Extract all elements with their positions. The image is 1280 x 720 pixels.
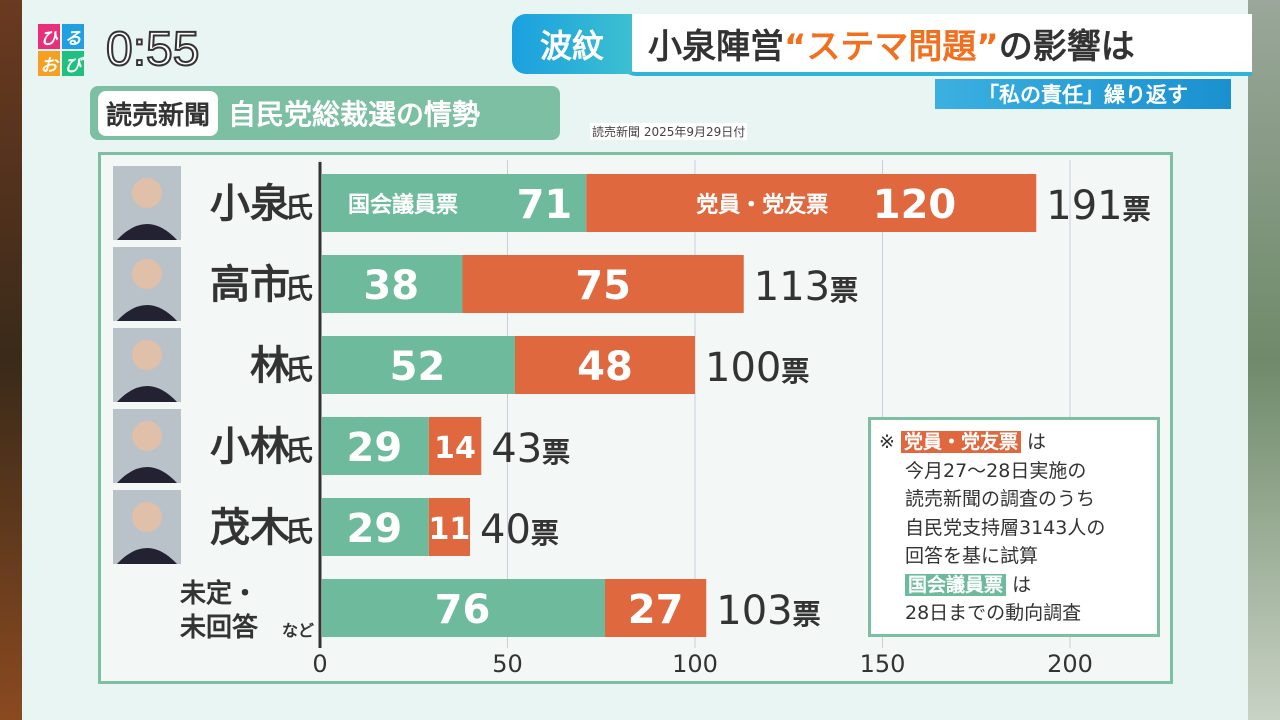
category-name: 未定・ xyxy=(180,578,258,609)
x-tick-label: 50 xyxy=(492,650,523,678)
x-tick-label: 100 xyxy=(672,650,718,678)
diet-value-label: 76 xyxy=(435,587,491,633)
diet-vote-bar xyxy=(322,417,429,475)
headline-post: の影響は xyxy=(998,26,1135,67)
source-date: 読売新聞 2025年9月29日付 xyxy=(590,123,748,140)
total-value-label: 43票 xyxy=(491,426,570,472)
candidate-name: 高市 xyxy=(210,262,290,308)
category-name: 未回答 xyxy=(180,612,259,643)
candidate-suit xyxy=(117,467,177,483)
candidate-suffix: 氏 xyxy=(285,515,313,548)
x-tick-label: 150 xyxy=(860,650,906,678)
member-value-label: 14 xyxy=(434,431,476,466)
headline-quote: “ステマ問題” xyxy=(784,26,999,67)
note-text: は xyxy=(1027,431,1047,453)
program-logo: ひ る お び xyxy=(38,24,84,76)
logo-char: ひ xyxy=(38,24,60,49)
member-value-label: 75 xyxy=(575,263,631,309)
candidate-suit xyxy=(117,305,177,321)
candidate-face xyxy=(132,421,162,451)
note-text: 28日までの動向調査 xyxy=(905,602,1082,624)
note-member-label: 党員・党友票 xyxy=(900,431,1021,453)
headline-pre: 小泉陣営 xyxy=(648,26,784,67)
headline-text: 小泉陣営 “ステマ問題” の影響は xyxy=(620,14,1252,72)
member-vote-bar xyxy=(462,255,744,313)
diet-value-label: 29 xyxy=(347,425,403,471)
background-edge-left xyxy=(0,0,22,720)
total-value-label: 100票 xyxy=(705,345,809,391)
total-value-label: 113票 xyxy=(754,264,858,310)
diet-value-label: 29 xyxy=(347,506,403,552)
member-value-label: 120 xyxy=(873,182,957,228)
member-value-label: 48 xyxy=(577,344,633,390)
diet-value-label: 71 xyxy=(517,182,573,228)
candidate-face xyxy=(132,178,162,208)
diet-vote-bar xyxy=(322,255,463,313)
source-badge: 読売新聞 xyxy=(98,90,219,136)
candidate-name: 林 xyxy=(250,343,290,389)
note-text: 回答を基に試算 xyxy=(905,545,1039,567)
background-edge-right xyxy=(1248,0,1280,720)
candidate-suit xyxy=(117,386,177,402)
total-value-label: 191票 xyxy=(1046,183,1150,229)
total-value-label: 103票 xyxy=(716,588,820,634)
diet-vote-bar xyxy=(322,579,605,637)
candidate-suffix: 氏 xyxy=(285,434,313,467)
member-vote-bar xyxy=(605,579,707,637)
series-label-diet: 国会議員票 xyxy=(348,192,458,218)
diet-vote-bar xyxy=(322,174,587,232)
candidate-face xyxy=(132,340,162,370)
candidate-suit xyxy=(117,548,177,564)
candidate-suffix: 氏 xyxy=(285,353,313,386)
candidate-name: 小林 xyxy=(210,424,290,470)
member-vote-bar xyxy=(428,498,470,556)
footnote-box: ※ 党員・党友票 は 今月27～28日実施の 読売新聞の調査のうち 自民党支持層… xyxy=(868,417,1160,637)
headline-banner: 小泉陣営 “ステマ問題” の影響は 波紋 xyxy=(512,14,1252,74)
candidate-name: 小泉 xyxy=(210,181,290,227)
category-suffix: など xyxy=(282,621,314,640)
diet-vote-bar xyxy=(322,336,515,394)
diet-value-label: 38 xyxy=(363,263,419,309)
diet-vote-bar xyxy=(322,498,429,556)
logo-char: る xyxy=(62,24,84,49)
candidate-suit xyxy=(117,224,177,240)
chart-title-bar: 読売新聞 自民党総裁選の情勢 xyxy=(90,86,560,140)
candidate-name: 茂木 xyxy=(210,505,290,551)
logo-char: び xyxy=(62,51,84,76)
series-label-member: 党員・党友票 xyxy=(696,193,828,218)
note-text: は xyxy=(1012,573,1032,596)
chart-title: 自民党総裁選の情勢 xyxy=(228,98,481,131)
candidate-face xyxy=(132,259,162,289)
headline-tag: 波紋 xyxy=(512,14,632,74)
total-value-label: 40票 xyxy=(480,507,559,553)
member-vote-bar xyxy=(428,417,482,475)
member-vote-bar xyxy=(515,336,695,394)
clock: 0:55 xyxy=(105,22,200,77)
note-diet-label: 国会議員票 xyxy=(905,573,1007,596)
note-text: 自民党支持層3143人の xyxy=(905,516,1106,539)
note-mark: ※ xyxy=(879,431,895,453)
x-tick-label: 0 xyxy=(312,650,327,678)
candidate-face xyxy=(132,502,162,532)
note-text: 読売新聞の調査のうち xyxy=(905,488,1096,510)
x-tick-label: 200 xyxy=(1047,650,1093,678)
member-vote-bar xyxy=(586,174,1037,232)
diet-value-label: 52 xyxy=(390,344,446,390)
logo-char: お xyxy=(38,51,60,76)
member-value-label: 11 xyxy=(429,512,471,547)
member-value-label: 27 xyxy=(628,587,684,633)
candidate-suffix: 氏 xyxy=(285,191,313,224)
sub-headline: 「私の責任」繰り返す xyxy=(935,79,1231,109)
note-text: 今月27～28日実施の xyxy=(905,459,1087,482)
candidate-suffix: 氏 xyxy=(285,272,313,305)
